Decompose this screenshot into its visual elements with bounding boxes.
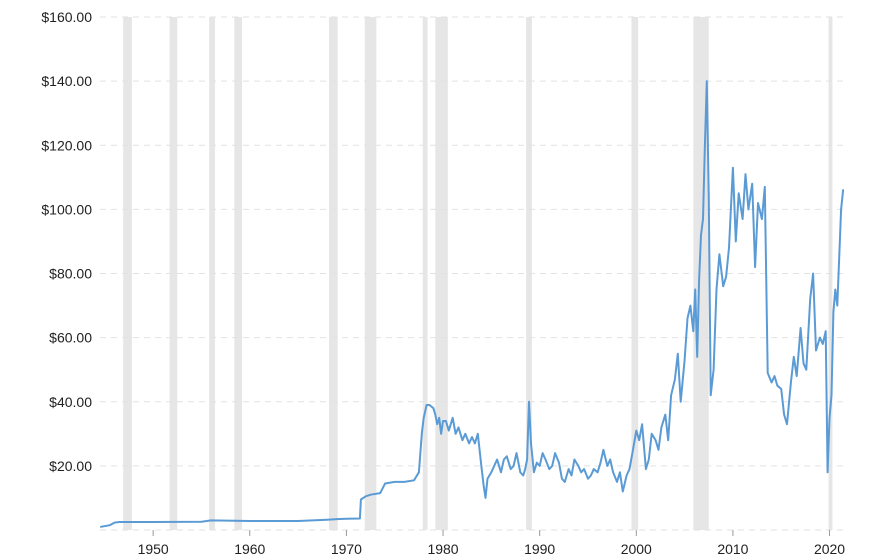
y-tick-label: $120.00: [41, 137, 92, 153]
x-tick-label: 1970: [331, 541, 362, 557]
series-layer: [100, 80, 845, 528]
x-tick-label: 1950: [138, 541, 169, 557]
price-series-line: [100, 80, 845, 528]
y-tick-label: $100.00: [41, 201, 92, 217]
x-tick-label: 2000: [621, 541, 652, 557]
y-tick-label: $80.00: [49, 266, 92, 282]
x-axis-labels: 1950 1960 1970 1980 1990 2000 2010 2020: [138, 530, 845, 557]
y-tick-label: $20.00: [49, 458, 92, 474]
y-tick-label: $160.00: [41, 9, 92, 25]
recession-band: [631, 17, 639, 530]
y-tick-label: $40.00: [49, 394, 92, 410]
recession-band: [364, 17, 377, 530]
x-tick-label: 2020: [814, 541, 845, 557]
recession-band: [422, 17, 428, 530]
x-tick-label: 1980: [427, 541, 458, 557]
grid-layer: [100, 16, 845, 531]
x-tick-label: 2010: [717, 541, 748, 557]
y-tick-label: $140.00: [41, 73, 92, 89]
y-tick-label: $60.00: [49, 330, 92, 346]
x-tick-label: 1960: [234, 541, 265, 557]
y-axis-labels: $20.00 $40.00 $60.00 $80.00 $100.00 $120.00 $1…: [41, 9, 92, 474]
recession-band: [169, 17, 178, 530]
x-tick-label: 1990: [524, 541, 555, 557]
recession-band: [234, 17, 243, 530]
